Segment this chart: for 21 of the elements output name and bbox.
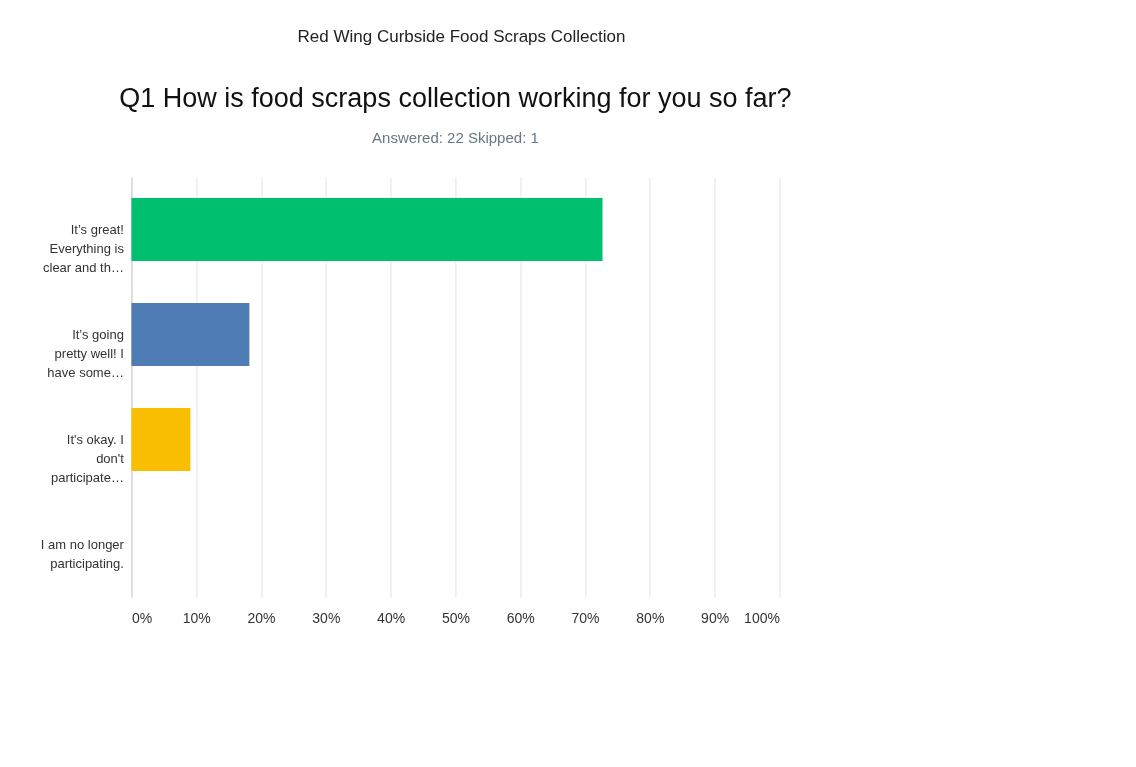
- x-tick-label: 60%: [506, 609, 535, 626]
- x-tick-label: 20%: [247, 609, 276, 626]
- text: Red Wing Curbside Food Scraps Collection: [297, 27, 626, 46]
- bar: [131, 408, 191, 471]
- x-tick-label: 50%: [441, 609, 470, 626]
- bar: [131, 303, 250, 366]
- chart-subtitle: Answered: 22 Skipped: 1: [372, 129, 539, 146]
- bar: [131, 198, 603, 261]
- x-tick-label: 40%: [377, 609, 406, 626]
- chart-title: Q1 How is food scraps collection working for you so far?: [119, 83, 792, 113]
- x-tick-label: 100%: [744, 609, 780, 626]
- y-tick-label: It's okay. I don't participate…: [50, 431, 125, 485]
- y-tick-label: It’s great! Everything is clear and th…: [42, 221, 125, 275]
- x-tick-label: 80%: [636, 609, 665, 626]
- x-tick-label: 30%: [312, 609, 341, 626]
- x-tick-label: 0%: [131, 609, 153, 626]
- y-tick-label: I am no longer participating.: [40, 536, 125, 571]
- y-tick-label: It’s going pretty well! I have some…: [47, 326, 124, 380]
- x-tick-label: 90%: [701, 609, 730, 626]
- x-tick-label: 70%: [571, 609, 600, 626]
- x-tick-label: 10%: [182, 609, 211, 626]
